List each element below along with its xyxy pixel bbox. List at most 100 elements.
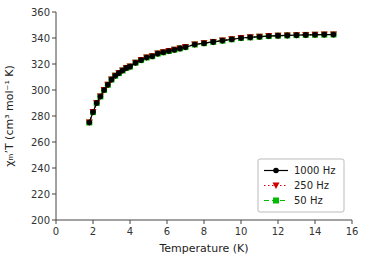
y-tick — [52, 38, 56, 39]
point — [284, 33, 290, 39]
point — [177, 46, 183, 52]
x-tick-label: 8 — [201, 226, 207, 237]
point — [86, 120, 93, 127]
point — [331, 31, 337, 37]
point — [294, 32, 300, 38]
point — [210, 39, 216, 45]
x-tick-label: 6 — [164, 226, 170, 237]
point — [166, 48, 172, 54]
point — [321, 32, 328, 38]
point — [177, 45, 183, 51]
legend-marker — [273, 168, 279, 174]
point — [133, 60, 139, 66]
y-tick — [52, 168, 56, 169]
legend-label: 250 Hz — [294, 180, 329, 191]
point — [94, 100, 100, 106]
y-tick — [52, 64, 56, 65]
x-tick — [93, 220, 94, 224]
point — [321, 32, 327, 38]
point — [132, 60, 139, 66]
x-tick-label: 14 — [309, 226, 322, 237]
point — [284, 32, 291, 39]
point — [238, 35, 244, 41]
x-tick-label: 4 — [127, 226, 133, 237]
point — [171, 47, 178, 54]
point — [105, 82, 111, 88]
point — [166, 48, 172, 54]
y-tick — [52, 116, 56, 117]
point — [201, 40, 208, 47]
point — [229, 36, 235, 42]
point — [265, 33, 272, 40]
point — [138, 57, 144, 63]
x-tick-label: 10 — [235, 226, 248, 237]
x-tick — [204, 220, 205, 224]
x-tick-label: 16 — [346, 226, 359, 237]
point — [210, 39, 216, 45]
y-tick-label: 300 — [31, 85, 50, 96]
point — [256, 34, 263, 41]
point — [86, 120, 92, 126]
chart: 0246810121416200220240260280300320340360… — [0, 0, 366, 258]
point — [176, 45, 183, 52]
x-tick — [278, 220, 279, 224]
x-tick — [130, 220, 131, 224]
point — [97, 94, 103, 100]
series — [86, 31, 336, 125]
point — [87, 120, 93, 126]
x-tick-label: 2 — [90, 226, 96, 237]
point — [154, 51, 161, 58]
point — [171, 47, 177, 53]
plot-area — [86, 31, 337, 126]
x-tick — [167, 220, 168, 224]
point — [257, 34, 263, 40]
point — [220, 38, 226, 44]
point — [192, 42, 198, 48]
point — [257, 34, 263, 40]
point — [331, 32, 337, 38]
series — [87, 32, 337, 126]
y-tick-label: 200 — [31, 215, 50, 226]
point — [303, 32, 309, 38]
point — [90, 109, 96, 115]
point — [247, 34, 253, 40]
x-tick-label: 0 — [53, 226, 59, 237]
point — [275, 33, 281, 39]
point — [228, 36, 235, 43]
point — [238, 35, 245, 42]
point — [101, 87, 108, 94]
point — [191, 42, 198, 49]
point — [266, 33, 272, 39]
point — [172, 47, 178, 53]
series — [86, 31, 337, 126]
legend-box — [258, 159, 344, 212]
y-tick-label: 260 — [31, 137, 50, 148]
point — [330, 31, 337, 38]
point — [275, 33, 282, 40]
legend-marker — [273, 198, 279, 204]
x-tick — [241, 220, 242, 224]
point — [302, 32, 309, 39]
point — [312, 32, 318, 38]
point — [275, 33, 281, 39]
point — [266, 33, 272, 39]
point — [293, 32, 300, 39]
y-tick-label: 320 — [31, 59, 50, 70]
point — [149, 53, 156, 60]
point — [101, 87, 107, 93]
point — [321, 32, 327, 38]
legend-label: 1000 Hz — [294, 165, 335, 176]
y-tick — [52, 142, 56, 143]
y-tick — [52, 90, 56, 91]
point — [192, 42, 198, 48]
legend: 1000 Hz 250 Hz 50 Hz — [258, 159, 344, 212]
y-tick-label: 340 — [31, 33, 50, 44]
axes: 0246810121416200220240260280300320340360 — [31, 7, 358, 238]
x-tick — [352, 220, 353, 224]
point — [182, 44, 189, 51]
point — [127, 64, 133, 70]
legend-label: 50 Hz — [294, 195, 323, 206]
point — [144, 55, 150, 61]
point — [144, 55, 150, 61]
point — [90, 109, 97, 116]
